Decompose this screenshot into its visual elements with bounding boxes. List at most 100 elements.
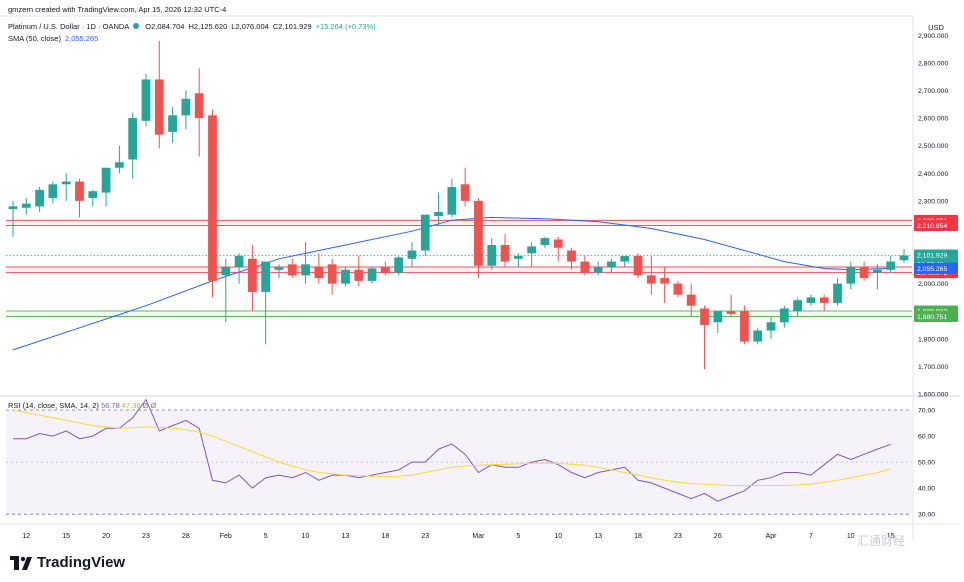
ohlc-high: H2,125.620 — [188, 22, 228, 31]
candle-body — [434, 211, 443, 217]
candle-body — [380, 267, 390, 273]
candle-body — [460, 184, 470, 201]
candle-body — [367, 268, 377, 281]
sma-value: 2,055.265 — [64, 34, 99, 43]
candle-body — [447, 187, 457, 215]
rsi-tick-label: 70.00 — [918, 408, 935, 415]
level-zone — [6, 266, 912, 273]
level-price-tag: 2,210.854 — [917, 223, 947, 230]
candle-body — [527, 246, 537, 254]
price-tick-label: 2,800.000 — [918, 60, 948, 67]
candle-body — [35, 189, 44, 207]
candle-body — [274, 267, 284, 270]
ohlc-low: L2,076.004 — [231, 22, 269, 31]
market-status-icon — [133, 23, 140, 29]
time-tick-label: 26 — [714, 533, 722, 540]
candle-body — [8, 206, 18, 210]
candle-body — [48, 184, 58, 199]
candle-body — [567, 250, 576, 262]
ohlc-legend: Platinum / U.S. Dollar · 1D · OANDA O2,08… — [8, 22, 380, 31]
candle-body — [740, 311, 749, 342]
price-tick-label: 2,300.000 — [918, 198, 948, 205]
candle-body — [181, 98, 191, 116]
candle-body — [553, 239, 563, 248]
candle-body — [806, 297, 816, 303]
time-tick-label: 10 — [302, 533, 310, 540]
candle-body — [593, 267, 603, 273]
last-price-tag: 2,101.929 — [917, 253, 947, 260]
level-zone — [6, 220, 912, 226]
tradingview-logo-text: TradingView — [37, 554, 126, 571]
level-price-tag-bg — [914, 219, 958, 231]
candle-body — [620, 256, 630, 262]
candle-body — [540, 238, 550, 246]
time-tick-label: 15 — [62, 533, 70, 540]
symbol-title[interactable]: Platinum / U.S. Dollar · 1D · OANDA — [8, 22, 130, 31]
candle-body — [793, 300, 803, 312]
created-by-text: gmzern created with TradingView.com, Apr… — [8, 5, 227, 14]
time-tick-label: 13 — [594, 533, 602, 540]
candle-body — [341, 269, 350, 284]
candle-body — [873, 269, 882, 273]
time-tick-label: Mar — [472, 533, 485, 540]
candle-body — [700, 308, 709, 326]
candle-body — [141, 79, 151, 121]
candle-body — [607, 261, 616, 268]
candle-body — [487, 245, 497, 266]
rsi-tick-label: 40.00 — [918, 486, 935, 493]
candle-body — [859, 267, 869, 279]
rsi-label: RSI (14, close, SMA, 14, 2) — [8, 401, 99, 410]
price-tick-label: 2,000.000 — [918, 281, 948, 288]
ohlc-open: O2,084.704 — [145, 22, 185, 31]
candle-body — [420, 214, 430, 251]
candle-body — [128, 118, 138, 160]
time-tick-label: 10 — [554, 533, 562, 540]
candle-body — [474, 200, 483, 266]
rsi-ma-line — [12, 409, 891, 486]
sma-price-tag-bg — [914, 262, 958, 274]
time-tick-label: Feb — [220, 533, 232, 540]
time-tick-label: 23 — [421, 533, 429, 540]
candle-body — [114, 162, 124, 168]
watermark-text: 汇通财经 — [857, 534, 906, 548]
tradingview-logo[interactable]: TradingView — [10, 554, 125, 571]
candle-body — [899, 255, 909, 261]
candle-body — [75, 181, 84, 201]
candle-body — [221, 267, 231, 276]
candle-body — [154, 79, 164, 135]
price-tick-label: 1,600.000 — [918, 392, 948, 399]
time-tick-label: 10 — [847, 533, 855, 540]
rsi-legend[interactable]: RSI (14, close, SMA, 14, 2) 56.78 47.36 … — [8, 401, 156, 410]
candle-body — [673, 283, 683, 295]
tradingview-logo-icon — [10, 555, 32, 570]
price-tick-label: 1,800.000 — [918, 336, 948, 343]
candle-body — [208, 115, 217, 281]
rsi-extra-values: Ø Ø — [142, 401, 157, 410]
candle-body — [394, 257, 404, 273]
time-tick-label: 23 — [142, 533, 150, 540]
price-tick-label: 2,400.000 — [918, 171, 948, 178]
candle-body — [580, 261, 590, 273]
candle-body — [61, 181, 71, 185]
rsi-tick-label: 60.00 — [918, 434, 935, 441]
time-tick-label: 28 — [182, 533, 190, 540]
time-tick-label: 7 — [809, 533, 813, 540]
candle-body — [247, 258, 257, 292]
candle-body — [753, 330, 763, 342]
candle-body — [819, 297, 829, 303]
candle-body — [686, 294, 696, 306]
level-zone — [6, 310, 912, 317]
rsi-tick-label: 50.00 — [918, 460, 935, 467]
candle-body — [101, 167, 111, 193]
sma-legend[interactable]: SMA (50, close) 2,055.265 — [8, 34, 102, 43]
candle-body — [633, 256, 643, 276]
time-tick-label: 18 — [381, 533, 389, 540]
candle-body — [660, 278, 670, 284]
time-tick-label: 12 — [22, 533, 30, 540]
sma-label: SMA (50, close) — [8, 34, 61, 43]
rsi-value: 56.78 — [100, 401, 120, 410]
candle-body — [168, 115, 177, 132]
rsi-line — [13, 398, 891, 502]
rsi-tick-label: 30.00 — [918, 512, 935, 519]
